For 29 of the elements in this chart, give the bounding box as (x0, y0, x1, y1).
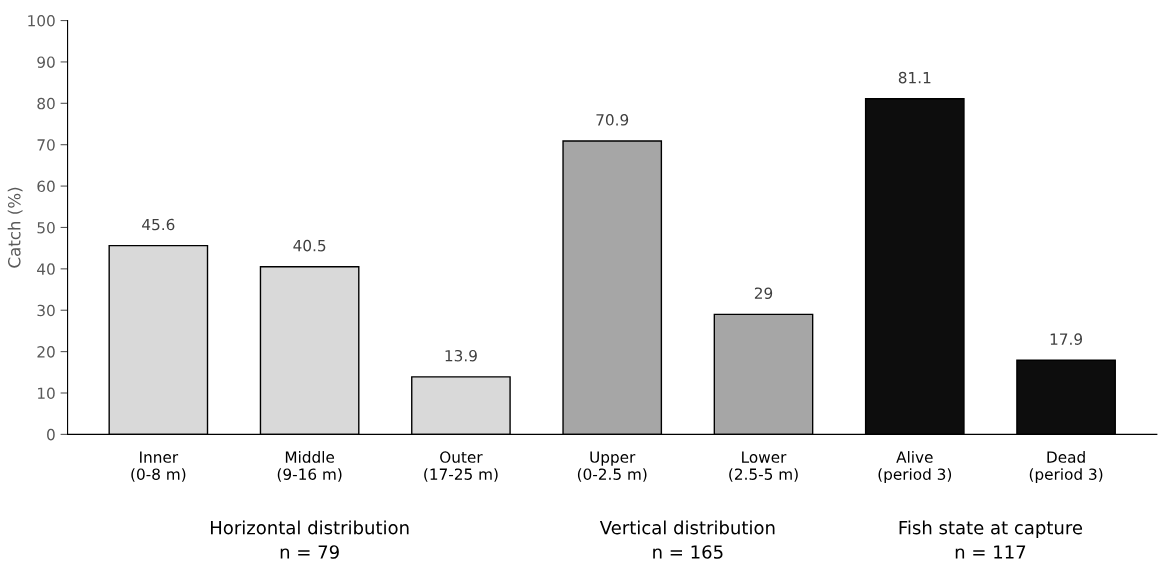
data-label: 13.9 (445, 349, 477, 362)
x-tick-label: Dead (period 3) (1029, 451, 1103, 483)
y-tick-label: 60 (37, 180, 55, 193)
text: Horizontal distribution n = 79 (210, 520, 409, 559)
data-label: 29 (754, 287, 773, 299)
text: Vertical distribution n = 165 (599, 520, 775, 559)
data-label: 40.5 (293, 239, 326, 252)
x-tick-label: Lower (2.5-5 m) (729, 451, 798, 482)
y-tick-label: 100 (28, 15, 55, 27)
y-axis-title: Catch (%) (7, 187, 23, 268)
data-label: 81.1 (898, 71, 931, 84)
y-tick-label: 30 (37, 304, 55, 317)
x-tick-label: Middle (9-16 m) (277, 451, 342, 482)
y-tick-label: 40 (37, 263, 55, 275)
y-tick-label: 10 (38, 387, 55, 400)
y-tick-label: 20 (37, 346, 55, 358)
x-tick-label: Upper (0-2.5 m) (577, 451, 647, 482)
data-label: 45.6 (142, 218, 175, 231)
x-tick-label: Alive (period 3) (878, 451, 952, 483)
y-tick-label: 80 (37, 97, 55, 110)
y-tick-label: 50 (37, 221, 55, 234)
x-tick-label: Outer (17-25 m) (424, 451, 498, 482)
text: Fish state at capture n = 117 (899, 520, 1083, 559)
data-label: 70.9 (596, 114, 629, 126)
y-tick-label: 0 (47, 428, 55, 441)
y-tick-label: 90 (37, 56, 55, 68)
data-label: 17.9 (1050, 333, 1083, 345)
y-tick-label: 70 (37, 139, 55, 151)
x-tick-label: Inner (0-8 m) (131, 451, 186, 482)
